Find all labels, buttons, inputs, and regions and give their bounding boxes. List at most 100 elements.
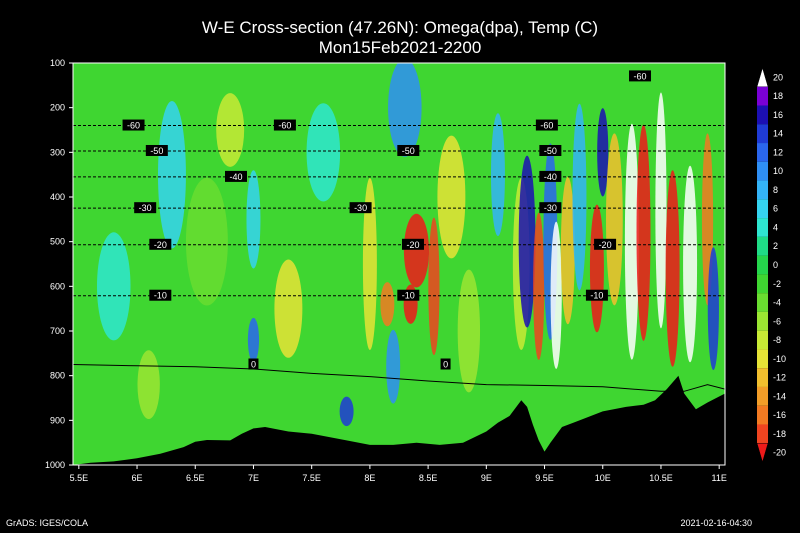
colorbar-swatch	[757, 86, 768, 106]
colorbar-swatch	[757, 255, 768, 275]
colorbar-swatch	[757, 199, 768, 219]
x-tick-label: 7.5E	[302, 473, 321, 483]
colorbar-swatch	[757, 180, 768, 200]
field-cell	[437, 135, 466, 259]
svg-text:-10: -10	[590, 291, 603, 301]
colorbar-swatch	[757, 293, 768, 312]
field-cell	[707, 247, 719, 371]
colorbar-label: -4	[773, 298, 781, 308]
contour-label: -20	[149, 238, 172, 250]
colorbar-swatch	[757, 386, 768, 406]
field-cell	[683, 165, 698, 363]
colorbar-label: 6	[773, 204, 778, 214]
svg-text:0: 0	[443, 360, 448, 370]
colorbar-swatch	[757, 274, 768, 294]
contour-label: -50	[397, 144, 420, 156]
svg-text:-30: -30	[544, 203, 557, 213]
zero-degree-line	[73, 364, 725, 392]
field-cell	[137, 350, 160, 419]
x-tick-label: 9E	[481, 473, 492, 483]
y-tick-label: 500	[50, 237, 65, 247]
y-tick-label: 700	[50, 326, 65, 336]
colorbar-swatch	[757, 368, 768, 387]
contour-label: -20	[401, 238, 424, 250]
field-cell	[550, 221, 562, 369]
field-cell	[362, 178, 377, 350]
colorbar-label: -20	[773, 448, 786, 458]
plot-frame	[72, 62, 726, 466]
field-cell	[216, 93, 245, 167]
colorbar-label: 10	[773, 166, 783, 176]
field-cell	[274, 259, 303, 358]
colorbar-label: -10	[773, 354, 786, 364]
contour-label: -40	[539, 170, 562, 182]
colorbar-label: 4	[773, 222, 778, 232]
colorbar-label: 0	[773, 260, 778, 270]
field-cell	[655, 92, 667, 329]
colorbar-swatch	[757, 236, 768, 256]
field-cell	[246, 170, 261, 269]
svg-text:-20: -20	[154, 240, 167, 250]
field-cell	[185, 177, 228, 306]
contour-label: -60	[629, 70, 652, 82]
x-tick-label: 9.5E	[535, 473, 554, 483]
colorbar-swatch	[757, 143, 768, 162]
contour-label: -40	[225, 170, 247, 182]
footer-timestamp: 2021-02-16-04:30	[680, 518, 752, 528]
colorbar-label: 20	[773, 72, 783, 82]
contour-label: -20	[594, 238, 617, 250]
terrain	[73, 364, 725, 465]
colorbar-label: 16	[773, 110, 783, 120]
colorbar-label: -2	[773, 279, 781, 289]
svg-text:-40: -40	[229, 172, 242, 182]
y-tick-label: 100	[50, 58, 65, 68]
svg-text:-60: -60	[278, 121, 291, 131]
svg-text:-10: -10	[154, 291, 167, 301]
x-tick-label: 8.5E	[419, 473, 438, 483]
colorbar-swatch	[757, 349, 768, 369]
field-cell	[388, 63, 422, 157]
field-cell	[572, 103, 587, 291]
field-cell	[247, 317, 260, 363]
svg-text:-60: -60	[633, 71, 646, 81]
colorbar-label: 18	[773, 91, 783, 101]
colorbar-swatch	[757, 330, 768, 350]
svg-text:-40: -40	[544, 172, 557, 182]
x-tick-label: 7E	[248, 473, 259, 483]
colorbar-swatch	[757, 311, 768, 331]
x-tick-label: 8E	[364, 473, 375, 483]
contour-label: -50	[145, 144, 168, 156]
contour-labels: -60 -60 -60 -50 -50 -50 -40 -40 -30 -30 -30 -20 -20 -…	[122, 70, 652, 370]
colorbar-swatch	[757, 105, 768, 125]
contour-label: 0	[248, 358, 259, 370]
x-tick-label: 10E	[595, 473, 611, 483]
colorbar-label: 2	[773, 241, 778, 251]
field-cell	[597, 108, 609, 197]
colorbar-label: -8	[773, 335, 781, 345]
svg-text:0: 0	[251, 360, 256, 370]
contour-label: 0	[440, 358, 451, 370]
field-cell	[386, 329, 401, 404]
colorbar-label: -14	[773, 391, 786, 401]
colorbar-label: 12	[773, 147, 783, 157]
contour-label: -60	[535, 119, 558, 131]
svg-text:-20: -20	[406, 240, 419, 250]
y-tick-label: 200	[50, 103, 65, 113]
contour-label: -60	[122, 119, 145, 131]
field-cell	[403, 213, 430, 288]
svg-text:-60: -60	[540, 121, 553, 131]
field-cell	[490, 113, 505, 237]
axes: 100 200 300 400 500 600 700 800 900 1000 5.5E 6E 6.5…	[45, 58, 727, 483]
colorbar-label: -16	[773, 410, 786, 420]
x-tick-label: 10.5E	[649, 473, 673, 483]
contour-label: -50	[539, 144, 562, 156]
contour-label: -30	[349, 202, 372, 214]
svg-text:-50: -50	[150, 146, 163, 156]
y-tick-label: 800	[50, 371, 65, 381]
field-cell	[96, 232, 131, 341]
field-cell	[157, 100, 186, 249]
omega-field	[73, 63, 725, 465]
contour-label: -10	[149, 289, 172, 301]
